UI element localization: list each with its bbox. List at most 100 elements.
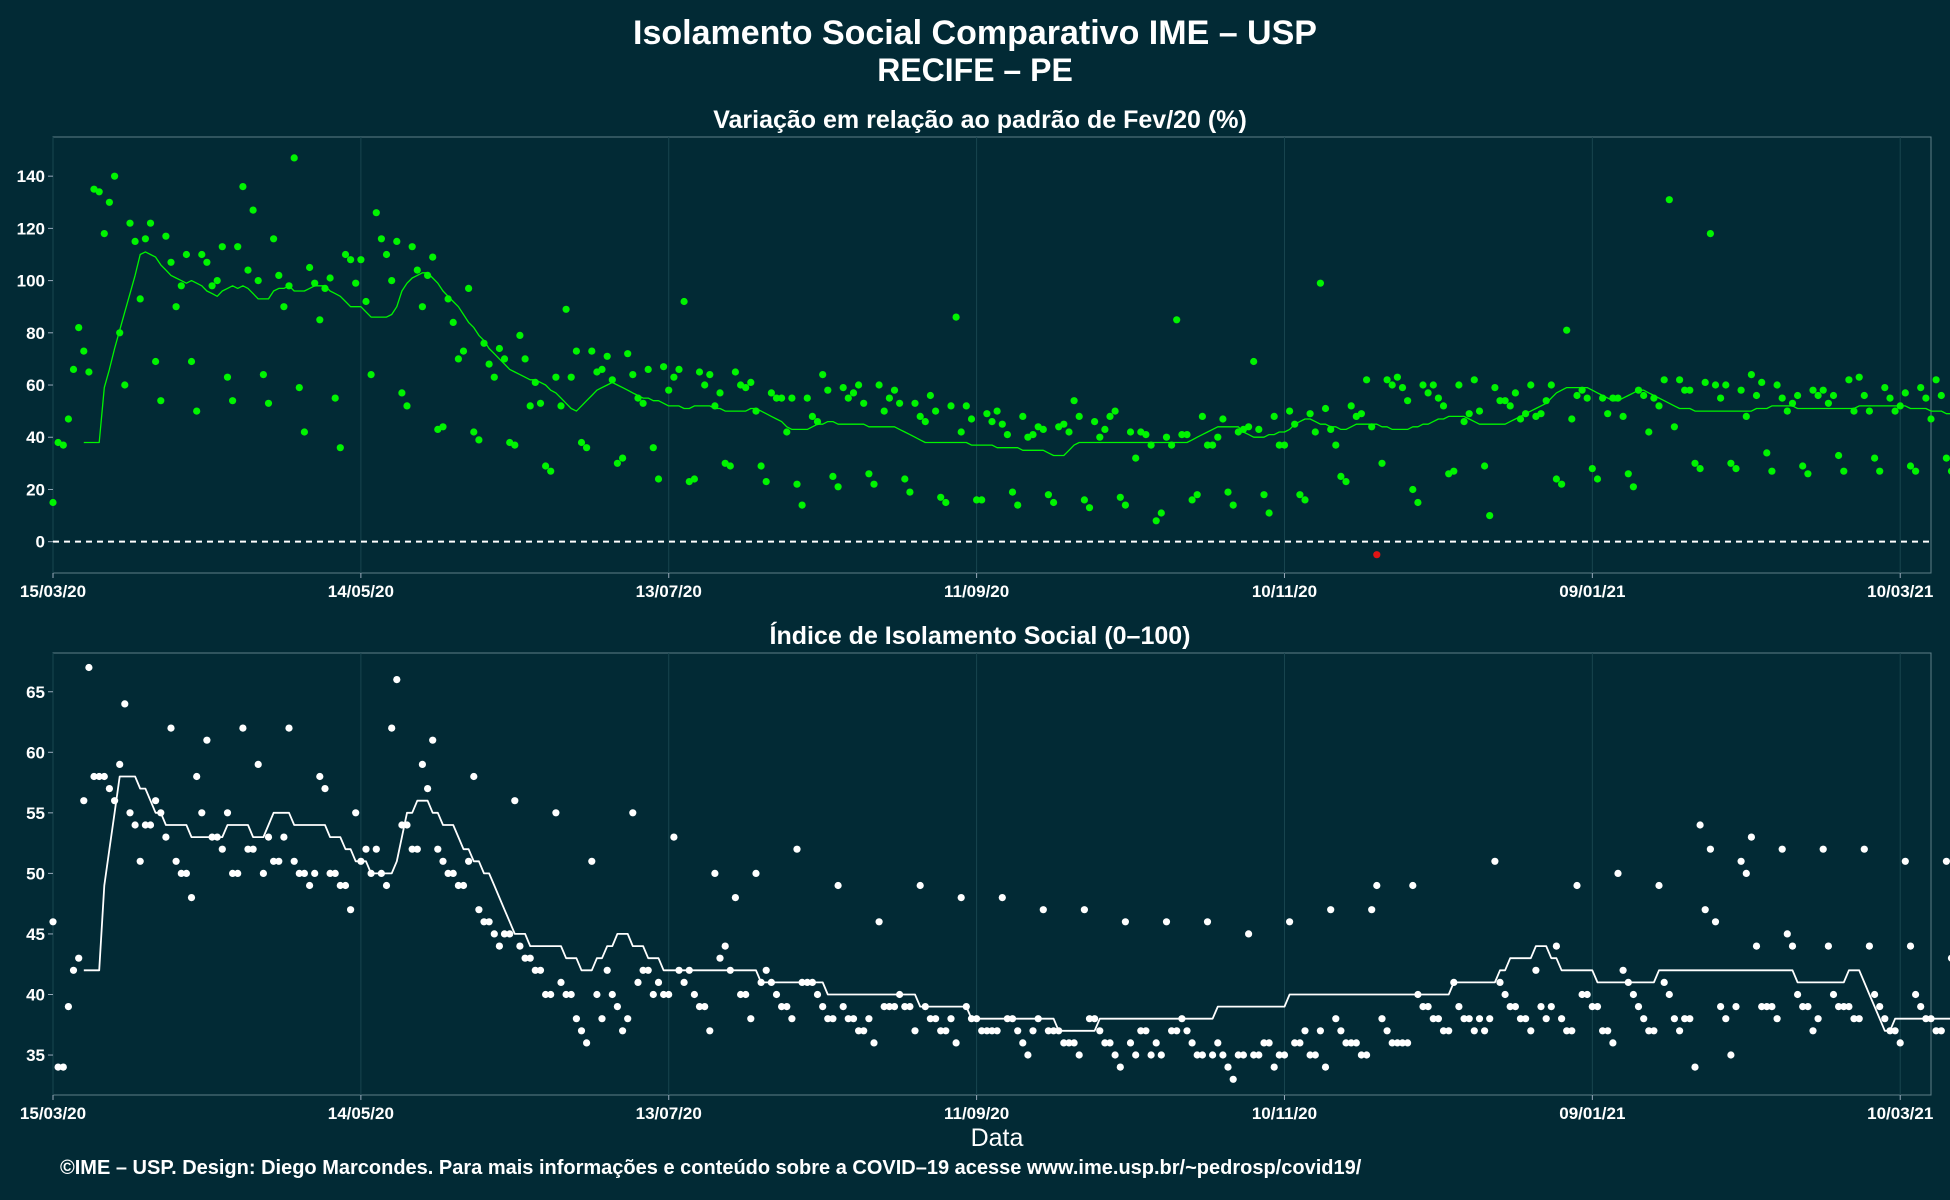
data-point bbox=[911, 1027, 919, 1035]
data-point bbox=[572, 347, 581, 355]
x-tick-label: 14/05/20 bbox=[328, 1104, 394, 1123]
data-point bbox=[1676, 1027, 1684, 1035]
panel-2-title: Índice de Isolamento Social (0–100) bbox=[770, 621, 1191, 650]
data-point bbox=[1752, 942, 1761, 950]
data-point bbox=[967, 415, 976, 423]
data-point bbox=[239, 724, 247, 732]
data-point bbox=[1363, 1051, 1371, 1059]
data-point bbox=[793, 480, 801, 488]
data-point bbox=[778, 394, 786, 402]
data-point bbox=[152, 357, 160, 366]
data-point bbox=[1742, 869, 1750, 878]
data-point bbox=[1106, 412, 1114, 420]
data-point bbox=[531, 966, 539, 974]
y-tick-label: 40 bbox=[26, 985, 45, 1004]
data-point bbox=[234, 243, 242, 251]
data-point bbox=[598, 365, 606, 373]
data-point bbox=[1327, 906, 1335, 914]
data-point bbox=[439, 857, 447, 865]
data-point bbox=[1178, 431, 1186, 439]
data-point bbox=[1511, 1003, 1519, 1011]
data-point bbox=[1465, 1015, 1473, 1023]
data-point bbox=[69, 365, 78, 373]
data-point bbox=[500, 355, 509, 363]
data-point bbox=[1239, 1051, 1247, 1059]
figure-title: Isolamento Social Comparativo IME – USP bbox=[633, 14, 1317, 52]
data-point bbox=[259, 371, 267, 379]
data-point bbox=[1147, 441, 1155, 449]
data-point bbox=[444, 869, 452, 878]
data-point bbox=[993, 1027, 1001, 1035]
data-point bbox=[1676, 376, 1684, 384]
data-point bbox=[1711, 381, 1720, 389]
data-point bbox=[1311, 1051, 1319, 1059]
data-point bbox=[1311, 428, 1319, 436]
data-point bbox=[1665, 990, 1673, 999]
data-point bbox=[429, 253, 437, 261]
data-point bbox=[1876, 1003, 1884, 1011]
data-point bbox=[1901, 857, 1909, 865]
data-point bbox=[270, 235, 278, 243]
data-point bbox=[1763, 1003, 1771, 1011]
data-point bbox=[1198, 412, 1206, 420]
data-point bbox=[942, 1027, 950, 1035]
data-point bbox=[1106, 1039, 1114, 1047]
data-point bbox=[1044, 1027, 1052, 1035]
data-point bbox=[680, 297, 688, 306]
data-point bbox=[819, 1003, 827, 1011]
data-point bbox=[1014, 501, 1022, 509]
data-point bbox=[326, 869, 334, 878]
data-point bbox=[1860, 845, 1868, 853]
data-point bbox=[1722, 381, 1730, 389]
data-point bbox=[1619, 966, 1627, 974]
data-point bbox=[1439, 1027, 1448, 1035]
data-point bbox=[1378, 1015, 1386, 1023]
data-point bbox=[75, 324, 83, 332]
data-point bbox=[146, 821, 155, 829]
data-point bbox=[1865, 407, 1873, 415]
data-point bbox=[665, 386, 673, 394]
x-tick-label: 11/09/20 bbox=[944, 582, 1009, 601]
data-point bbox=[388, 724, 396, 732]
data-point bbox=[1783, 930, 1791, 938]
data-point bbox=[767, 389, 776, 397]
data-point bbox=[536, 399, 545, 407]
data-point bbox=[916, 881, 924, 890]
data-point bbox=[1481, 462, 1489, 470]
data-point bbox=[1681, 1015, 1689, 1023]
data-point bbox=[336, 881, 344, 890]
data-point bbox=[937, 493, 945, 501]
data-point bbox=[1660, 376, 1668, 384]
data-point bbox=[495, 942, 503, 950]
y-tick-label: 60 bbox=[26, 743, 45, 762]
data-point bbox=[1583, 394, 1591, 402]
data-point bbox=[1229, 501, 1237, 509]
data-point bbox=[1126, 1039, 1135, 1047]
data-point bbox=[105, 198, 113, 206]
data-point bbox=[1265, 509, 1273, 517]
data-point bbox=[973, 496, 981, 504]
data-point bbox=[1727, 459, 1735, 467]
data-point bbox=[983, 1027, 991, 1035]
data-point bbox=[1901, 389, 1909, 397]
data-point bbox=[619, 1027, 627, 1035]
data-point bbox=[429, 736, 437, 744]
y-tick-label: 65 bbox=[26, 683, 45, 702]
data-point bbox=[485, 918, 493, 926]
data-point bbox=[1234, 1051, 1242, 1059]
data-point bbox=[567, 373, 575, 381]
y-tick-label: 120 bbox=[17, 219, 45, 238]
data-point bbox=[1157, 509, 1165, 517]
y-tick-label: 100 bbox=[17, 272, 45, 291]
data-point bbox=[264, 399, 273, 407]
data-point bbox=[1096, 1027, 1104, 1035]
data-point bbox=[1162, 433, 1171, 441]
data-point bbox=[275, 271, 283, 279]
data-point bbox=[860, 399, 868, 407]
data-point bbox=[885, 1003, 894, 1011]
data-point bbox=[1511, 389, 1519, 397]
data-point bbox=[116, 760, 124, 769]
data-point bbox=[1496, 397, 1504, 405]
data-point bbox=[1922, 394, 1930, 402]
data-point bbox=[1409, 485, 1417, 494]
